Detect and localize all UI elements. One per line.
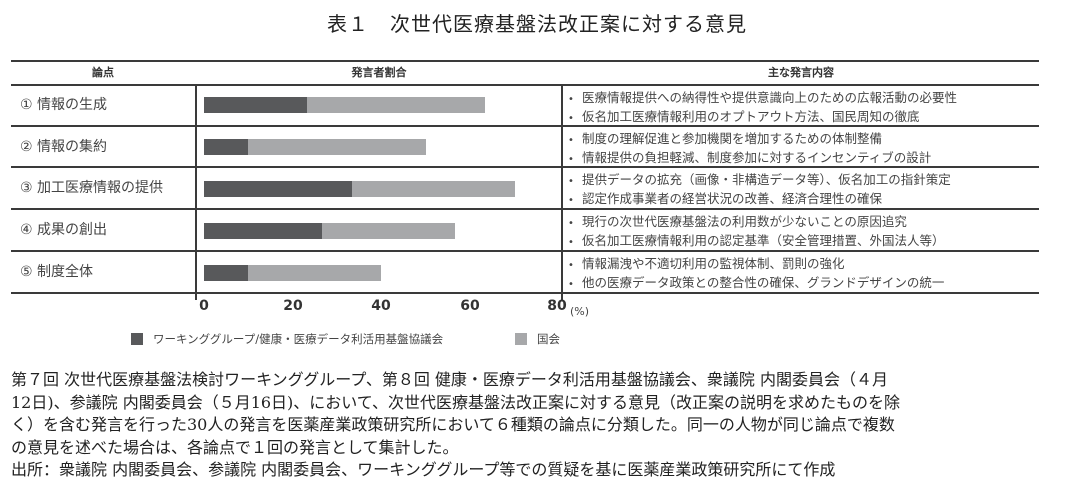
header-main-remarks: 主な発言内容 bbox=[768, 66, 834, 79]
remarks-list: 情報漏洩や不適切利用の監視体制、罰則の強化 他の医療データ政策との整合性の確保、… bbox=[568, 255, 944, 293]
remark-item: 提供データの拡充（画像・非構造データ等）、仮名加工の指針策定 bbox=[568, 171, 951, 190]
remark-item: 他の医療データ政策との整合性の確保、グランドデザインの統一 bbox=[568, 274, 944, 293]
legend-item-diet: 国会 bbox=[515, 331, 560, 347]
bar-segment-diet bbox=[248, 139, 426, 155]
bar-segment-working-group bbox=[204, 181, 352, 197]
row-rule bbox=[11, 125, 1039, 127]
source-line: 出所：衆議院 内閣委員会、参議院 内閣委員会、ワーキンググループ等での質疑を基に… bbox=[11, 460, 836, 479]
x-tick-label: 80 bbox=[547, 298, 567, 314]
bar-segment-working-group bbox=[204, 223, 322, 239]
remark-item: 制度の理解促進と参加機関を増加するための体制整備 bbox=[568, 130, 931, 149]
bar-segment-diet bbox=[248, 265, 381, 281]
x-tick-label: 60 bbox=[460, 298, 480, 314]
table-title: 表１ 次世代医療基盤法改正案に対する意見 bbox=[327, 12, 747, 36]
remark-item: 仮名加工医療情報利用のオプトアウト方法、国民周知の徹底 bbox=[568, 108, 957, 127]
remark-item: 情報提供の負担軽減、制度参加に対するインセンティブの設計 bbox=[568, 149, 931, 168]
bar-segment-diet bbox=[322, 223, 455, 239]
header-issue: 論点 bbox=[92, 66, 114, 79]
remark-item: 医療情報提供への納得性や提供意識向上のための広報活動の必要性 bbox=[568, 89, 957, 108]
table-top-rule bbox=[11, 60, 1039, 62]
legend-item-working-group: ワーキンググループ/健康・医療データ利活用基盤協議会 bbox=[131, 331, 443, 347]
row-label: ③ 加工医療情報の提供 bbox=[20, 180, 164, 196]
legend-swatch-dark-icon bbox=[131, 333, 143, 345]
legend-label: 国会 bbox=[537, 332, 560, 346]
table-bottom-rule bbox=[11, 292, 1039, 294]
row-label: ⑤ 制度全体 bbox=[20, 264, 94, 280]
remark-item: 認定作成事業者の経営状況の改善、経済合理性の確保 bbox=[568, 190, 951, 209]
footnote-line: 第７回 次世代医療基盤法検討ワーキンググループ、第８回 健康・医療データ利活用基… bbox=[11, 370, 889, 389]
remarks-list: 制度の理解促進と参加機関を増加するための体制整備 情報提供の負担軽減、制度参加に… bbox=[568, 130, 931, 168]
column-divider bbox=[561, 86, 563, 300]
footnote: 第７回 次世代医療基盤法検討ワーキンググループ、第８回 健康・医療データ利活用基… bbox=[11, 369, 1067, 482]
remarks-list: 提供データの拡充（画像・非構造データ等）、仮名加工の指針策定 認定作成事業者の経… bbox=[568, 171, 951, 209]
row-label: ② 情報の集約 bbox=[20, 139, 108, 155]
bar-segment-diet bbox=[307, 97, 485, 113]
row-label: ① 情報の生成 bbox=[20, 97, 108, 113]
legend-swatch-light-icon bbox=[515, 333, 527, 345]
remark-item: 情報漏洩や不適切利用の監視体制、罰則の強化 bbox=[568, 255, 944, 274]
row-rule bbox=[11, 250, 1039, 252]
footnote-line: の意見を述べた場合は、各論点で１回の発言として集計した。 bbox=[11, 437, 459, 457]
x-tick-label: 0 bbox=[199, 298, 209, 314]
remark-item: 仮名加工医療情報利用の認定基準（安全管理措置、外国法人等） bbox=[568, 232, 945, 251]
remark-item: 現行の次世代医療基盤法の利用数が少ないことの原因追究 bbox=[568, 213, 945, 232]
row-rule bbox=[11, 166, 1039, 168]
x-tick-label: 20 bbox=[283, 298, 303, 314]
bar-segment-diet bbox=[352, 181, 515, 197]
remarks-list: 医療情報提供への納得性や提供意識向上のための広報活動の必要性 仮名加工医療情報利… bbox=[568, 89, 957, 127]
remarks-list: 現行の次世代医療基盤法の利用数が少ないことの原因追究 仮名加工医療情報利用の認定… bbox=[568, 213, 945, 251]
header-rule bbox=[11, 84, 1039, 86]
row-rule bbox=[11, 208, 1039, 210]
header-speaker-ratio: 発言者割合 bbox=[351, 66, 407, 79]
x-axis-unit: (%) bbox=[570, 305, 590, 318]
legend-label: ワーキンググループ/健康・医療データ利活用基盤協議会 bbox=[153, 332, 444, 346]
bar-segment-working-group bbox=[204, 265, 248, 281]
footnote-line: 12日)、参議院 内閣委員会（５月16日)、において、次世代医療基盤法改正案に対… bbox=[11, 392, 901, 412]
x-tick-label: 40 bbox=[371, 298, 391, 314]
row-label: ④ 成果の創出 bbox=[20, 222, 108, 238]
bar-segment-working-group bbox=[204, 139, 248, 155]
bar-segment-working-group bbox=[204, 97, 307, 113]
column-divider bbox=[195, 86, 197, 300]
footnote-line: く）を含む発言を行った30人の発言を医薬産業政策研究所において６種類の論点に分類… bbox=[11, 415, 895, 434]
